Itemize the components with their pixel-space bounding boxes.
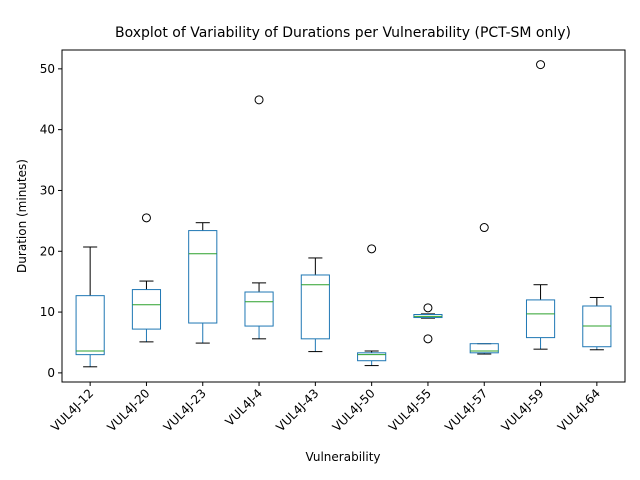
y-tick-label: 10 — [40, 305, 55, 319]
chart-title: Boxplot of Variability of Durations per … — [115, 25, 571, 41]
x-tick-label: VUL4J-64 — [555, 386, 603, 434]
box — [469, 343, 499, 354]
outlier — [141, 213, 151, 223]
box — [525, 299, 556, 339]
x-tick-label: VUL4J-12 — [48, 386, 96, 434]
outlier — [254, 95, 264, 105]
box — [131, 289, 162, 330]
y-tick-label: 20 — [40, 244, 55, 258]
plot-frame — [61, 49, 626, 383]
y-tick-label: 40 — [40, 123, 55, 137]
y-tick-label: 50 — [40, 62, 55, 76]
x-tick-label: VUL4J-55 — [386, 386, 434, 434]
x-tick-label: VUL4J-20 — [104, 386, 152, 434]
outlier — [423, 303, 433, 313]
outlier — [423, 334, 433, 344]
x-tick-label: VUL4J-59 — [499, 386, 547, 434]
x-tick-label: VUL4J-4 — [222, 386, 265, 429]
x-axis-label: Vulnerability — [305, 450, 380, 464]
x-tick-label: VUL4J-57 — [442, 386, 490, 434]
box — [188, 230, 218, 324]
x-tick-label: VUL4J-50 — [330, 386, 378, 434]
x-tick-label: VUL4J-23 — [161, 386, 209, 434]
y-tick-label: 0 — [47, 366, 55, 380]
y-tick-label: 30 — [40, 183, 55, 197]
box — [244, 291, 274, 327]
outlier — [536, 60, 546, 70]
box — [300, 274, 330, 340]
outlier — [367, 244, 377, 254]
outlier — [479, 223, 489, 233]
x-tick-label: VUL4J-43 — [273, 386, 321, 434]
box — [357, 352, 387, 362]
box — [75, 295, 105, 356]
y-axis-label: Duration (minutes) — [15, 159, 29, 273]
